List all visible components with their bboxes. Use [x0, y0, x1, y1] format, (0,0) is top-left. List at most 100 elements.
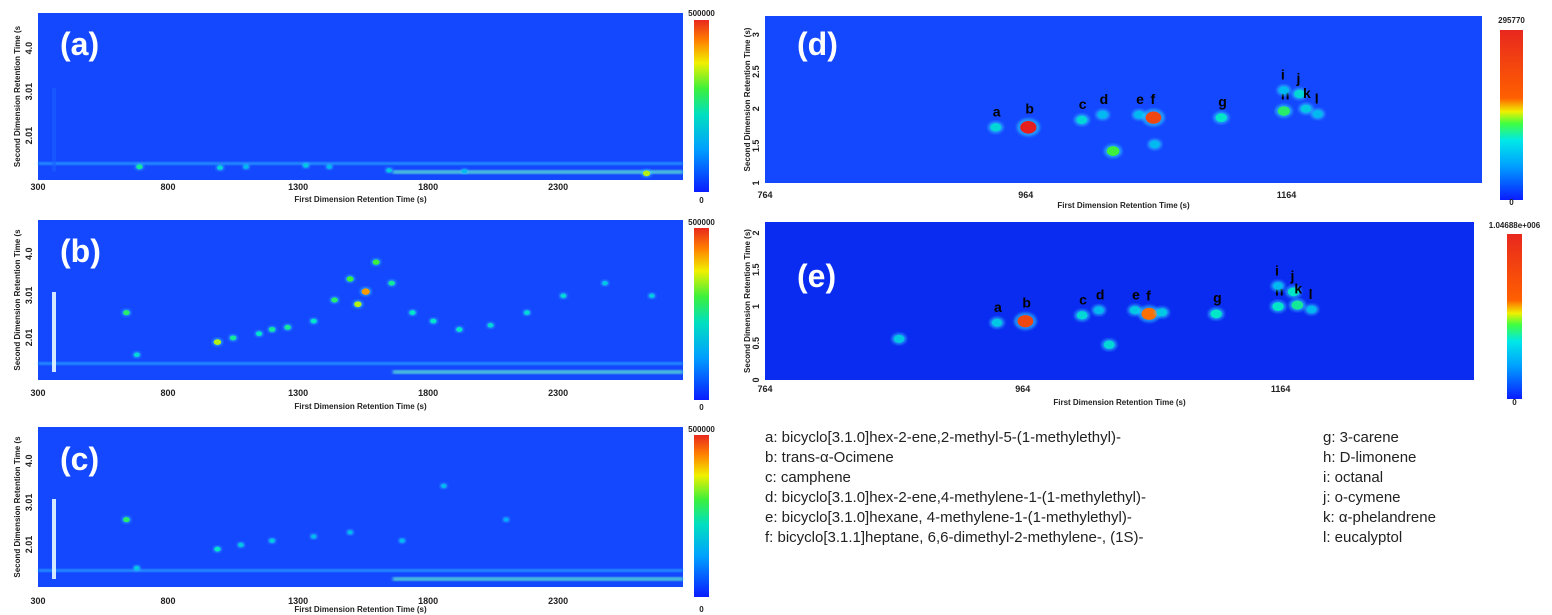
peak-spot [269, 538, 275, 543]
legend-item-d: d: bicyclo[3.1.0]hex-2-ene,4-methylene-1… [765, 489, 1146, 506]
y-tick-label: 1 [751, 180, 761, 185]
peak-spot [524, 310, 530, 315]
y-tick-label: 2 [751, 106, 761, 111]
peak-label-g: g [1213, 290, 1222, 306]
peak-spot [1076, 311, 1088, 320]
peak-spot [649, 293, 655, 298]
panel-a: (a) 300 800 1300 1800 2300 2.01 3.01 4.0 First Di… [13, 9, 715, 205]
peak-spot [238, 542, 244, 548]
panel-label: (b) [60, 233, 101, 269]
peak-label-e: e [1132, 286, 1140, 302]
peak-spot [1106, 146, 1120, 156]
y-axis-label: Second Dimension Retention Time (s [13, 436, 22, 578]
peak-spot [311, 534, 317, 539]
baseline-band [38, 569, 683, 572]
peak-spot [243, 164, 249, 169]
legend-item-l: l: eucalyptol [1323, 529, 1403, 546]
x-tick-label: 1164 [1277, 190, 1297, 200]
x-tick-label: 964 [1018, 190, 1033, 200]
peak-label-f: f [1150, 91, 1155, 107]
colorbar-max-label: 295770 [1498, 16, 1525, 25]
peak-spot [331, 297, 338, 303]
x-tick-label: 800 [161, 388, 176, 398]
peak-spot [1312, 110, 1323, 118]
bleed-band [392, 577, 683, 581]
peak-spot [1278, 86, 1289, 95]
peak-spot [123, 310, 130, 316]
x-tick-label: 800 [161, 182, 176, 192]
colorbar-min-label: 0 [699, 196, 704, 205]
peak-label-i: i [1275, 262, 1279, 278]
peak-spot [1156, 308, 1168, 317]
peak-spot [268, 327, 276, 332]
peak-spot [326, 164, 332, 169]
y-tick-label: 2.01 [24, 329, 34, 347]
peak-spot [256, 331, 263, 337]
x-tick-label: 2300 [548, 388, 568, 398]
y-tick-label: 4.0 [24, 42, 34, 55]
peak-spot [1076, 115, 1088, 125]
peak-spot [991, 318, 1003, 327]
peak-label-a: a [994, 299, 1002, 315]
x-tick-label: 300 [30, 596, 45, 606]
x-tick-label: 1300 [288, 182, 308, 192]
x-tick-label: 2300 [548, 182, 568, 192]
baseline-band [38, 362, 683, 365]
peak-spot [1103, 340, 1115, 349]
legend-item-i: i: octanal [1323, 469, 1384, 486]
peak-spot [1129, 306, 1141, 315]
peak-spot [303, 163, 309, 168]
peak-label-k: k [1294, 281, 1302, 297]
x-tick-label: 964 [1015, 384, 1030, 394]
colorbar-min-label: 0 [699, 403, 704, 412]
y-axis-label: Second Dimension Retention Time (s [13, 25, 22, 167]
colorbar-min-label: 0 [1509, 198, 1514, 207]
bleed-band [392, 370, 683, 374]
panel-label: (c) [60, 441, 99, 477]
plot-area [38, 13, 683, 180]
peak-spot [441, 483, 447, 488]
peak-spot [134, 565, 140, 571]
peak-spot [1097, 110, 1108, 119]
y-tick-label: 2.5 [751, 65, 761, 78]
panel-d: abcdefghijkl(d)764964116411.522.53First … [743, 16, 1525, 210]
solvent-streak [52, 292, 56, 372]
legend-item-g: g: 3-carene [1323, 429, 1399, 446]
peak-label-l: l [1315, 90, 1319, 106]
peak-label-e: e [1136, 91, 1144, 107]
peak-spot [136, 164, 143, 170]
y-axis-label: Second Dimension Retention Time (s [13, 229, 22, 371]
peak-label-k: k [1303, 85, 1311, 101]
peak-spot [1287, 287, 1300, 297]
peak-spot [560, 293, 567, 299]
panel-label: (a) [60, 26, 99, 62]
bleed-band [392, 170, 683, 174]
peak-label-c: c [1079, 96, 1087, 112]
x-axis-label: First Dimension Retention Time (s) [294, 402, 427, 411]
legend-item-f: f: bicyclo[3.1.1]heptane, 6,6-dimethyl-2… [765, 529, 1144, 546]
y-tick-label: 2 [751, 231, 761, 236]
peak-spot [1017, 315, 1034, 328]
peak-label-d: d [1096, 287, 1105, 303]
peak-label-b: b [1025, 100, 1034, 116]
x-axis-label: First Dimension Retention Time (s) [1057, 201, 1190, 210]
panel-e: abcdefghijkl(e)764964116400.511.52First … [743, 221, 1541, 407]
solvent-streak [52, 88, 56, 172]
y-tick-label: 1.5 [751, 264, 761, 277]
y-tick-label: 3.01 [24, 83, 34, 101]
x-tick-label: 1800 [418, 388, 438, 398]
peak-label-f: f [1146, 287, 1151, 303]
peak-spot [388, 280, 395, 286]
peak-label-a: a [993, 103, 1001, 119]
peak-spot [1300, 104, 1312, 113]
colorbar-max-label: 500000 [688, 218, 715, 227]
plot-area [38, 220, 683, 380]
colorbar [1507, 234, 1522, 399]
peak-spot [1273, 282, 1284, 290]
x-tick-label: 1800 [418, 596, 438, 606]
y-tick-label: 1 [751, 304, 761, 309]
colorbar-max-label: 500000 [688, 9, 715, 18]
peak-spot [1093, 306, 1104, 315]
colorbar-max-label: 500000 [688, 425, 715, 434]
peak-spot [1149, 140, 1160, 149]
